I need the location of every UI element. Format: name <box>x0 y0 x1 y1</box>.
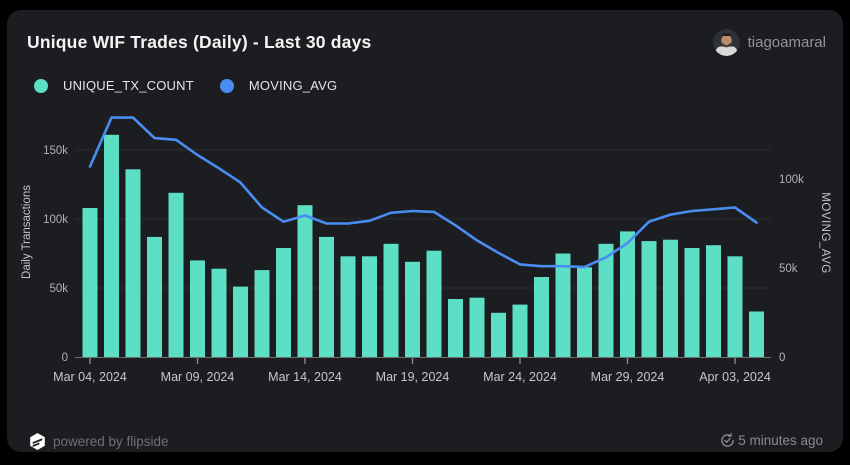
bar-Mar 16, 2024[interactable] <box>340 256 356 357</box>
right-axis-title: MOVING_AVG <box>819 192 831 273</box>
avatar[interactable] <box>712 29 740 56</box>
x-tick-label: Mar 09, 2024 <box>161 370 235 384</box>
x-tick-label: Apr 03, 2024 <box>699 370 771 384</box>
legend-label: MOVING_AVG <box>248 78 338 93</box>
bar-Mar 23, 2024[interactable] <box>491 312 506 357</box>
bar-Mar 04, 2024[interactable] <box>82 208 98 357</box>
bar-Mar 20, 2024[interactable] <box>426 250 442 357</box>
legend-item-moving-avg[interactable]: MOVING_AVG <box>219 78 338 93</box>
left-tick-label: 100k <box>43 214 68 226</box>
bar-Mar 06, 2024[interactable] <box>125 169 141 357</box>
username: tiagoamaral <box>747 34 826 51</box>
right-tick-label: 0 <box>779 352 785 364</box>
bar-Mar 26, 2024[interactable] <box>555 253 571 358</box>
chart-title: Unique WIF Trades (Daily) - Last 30 days <box>27 32 372 52</box>
bar-Mar 12, 2024[interactable] <box>254 270 270 357</box>
legend-item-unique-tx-count[interactable]: UNIQUE_TX_COUNT <box>34 78 194 93</box>
left-tick-label: 0 <box>62 352 68 364</box>
left-tick-label: 50k <box>49 283 68 295</box>
right-tick-label: 100k <box>779 174 804 186</box>
x-tick-label: Mar 24, 2024 <box>483 370 557 384</box>
legend-dot-moving-avg <box>219 78 234 93</box>
left-tick-label: 150k <box>43 145 68 157</box>
legend-dot-unique-tx-count <box>34 78 48 93</box>
dashboard-card: Unique WIF Trades (Daily) - Last 30 days… <box>7 10 843 452</box>
bar-Apr 04, 2024[interactable] <box>749 311 764 358</box>
chart-legend: UNIQUE_TX_COUNT MOVING_AVG <box>34 78 337 93</box>
bar-Apr 02, 2024[interactable] <box>706 245 721 357</box>
x-tick-label: Mar 19, 2024 <box>376 370 450 384</box>
bar-Mar 27, 2024[interactable] <box>577 267 592 357</box>
bar-Mar 05, 2024[interactable] <box>104 134 119 357</box>
bar-Mar 14, 2024[interactable] <box>297 205 313 357</box>
bar-Mar 21, 2024[interactable] <box>448 299 463 357</box>
bar-Mar 22, 2024[interactable] <box>469 297 485 357</box>
bar-Apr 01, 2024[interactable] <box>684 248 700 357</box>
powered-by-label: powered by flipside <box>53 434 169 449</box>
last-updated: 5 minutes ago <box>720 433 823 448</box>
last-updated-label: 5 minutes ago <box>738 433 823 448</box>
bar-Mar 29, 2024[interactable] <box>620 231 635 357</box>
bar-Mar 15, 2024[interactable] <box>319 236 334 357</box>
bar-Apr 03, 2024[interactable] <box>727 256 743 357</box>
bar-Mar 28, 2024[interactable] <box>598 243 614 357</box>
powered-by-flipside-link[interactable]: powered by flipside <box>29 433 169 450</box>
bar-Mar 17, 2024[interactable] <box>362 256 377 357</box>
bar-Mar 19, 2024[interactable] <box>405 261 420 357</box>
x-tick-label: Mar 04, 2024 <box>53 370 127 384</box>
avatar-photo <box>712 29 740 56</box>
refresh-check-icon[interactable] <box>720 433 735 448</box>
bar-Mar 25, 2024[interactable] <box>534 277 549 357</box>
bar-Mar 10, 2024[interactable] <box>211 268 227 357</box>
bar-Mar 31, 2024[interactable] <box>663 239 678 357</box>
bar-Mar 18, 2024[interactable] <box>383 243 399 357</box>
user-chip[interactable]: tiagoamaral <box>712 29 826 56</box>
moving-avg-line[interactable] <box>88 116 758 269</box>
bar-Mar 09, 2024[interactable] <box>190 260 205 357</box>
bar-Mar 08, 2024[interactable] <box>168 192 184 357</box>
x-tick-label: Mar 14, 2024 <box>268 370 342 384</box>
left-axis-title: Daily Transactions <box>21 185 33 279</box>
x-tick-label: Mar 29, 2024 <box>591 370 665 384</box>
bar-Mar 24, 2024[interactable] <box>512 304 528 357</box>
bar-Mar 07, 2024[interactable] <box>147 236 162 357</box>
bar-Mar 30, 2024[interactable] <box>641 241 657 357</box>
flipside-logo-icon <box>29 433 46 450</box>
bar-Mar 13, 2024[interactable] <box>276 248 291 357</box>
bar-Mar 11, 2024[interactable] <box>233 286 248 357</box>
right-tick-label: 50k <box>779 263 798 275</box>
legend-label: UNIQUE_TX_COUNT <box>63 78 194 93</box>
